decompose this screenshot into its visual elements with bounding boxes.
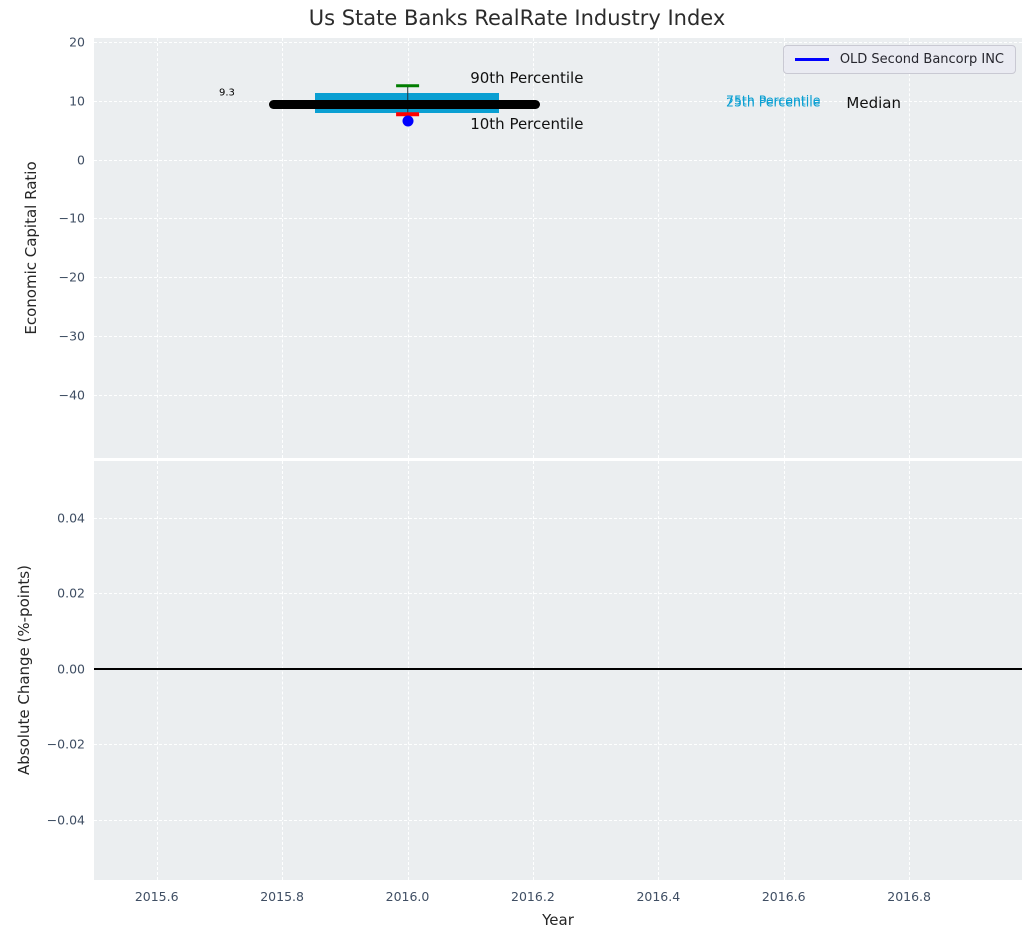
legend: OLD Second Bancorp INC xyxy=(782,45,1016,74)
x-gridline xyxy=(909,461,911,880)
y-gridline xyxy=(94,100,1022,102)
x-gridline xyxy=(658,38,660,458)
x-gridline xyxy=(783,461,785,880)
annotation-text: 9.3 xyxy=(218,87,235,99)
y-tick-label: 0.04 xyxy=(57,510,85,526)
x-tick-label: 2016.0 xyxy=(385,889,430,904)
y-gridline xyxy=(94,744,1022,746)
x-gridline xyxy=(407,38,409,458)
top-plot: OLD Second Bancorp INC 20 10 0 −10 −20 −30 −40… xyxy=(59,35,1022,458)
y-gridline xyxy=(94,394,1022,396)
y-axis-label-bottom: Absolute Change (%-points) xyxy=(15,565,33,775)
x-tick-label: 2016.4 xyxy=(636,889,681,904)
whisker-line xyxy=(406,85,409,115)
x-gridline xyxy=(658,461,660,880)
annotation-text: Median xyxy=(846,94,901,113)
y-gridline xyxy=(94,277,1022,279)
y-tick-label: −0.04 xyxy=(46,812,85,828)
x-tick-label: 2016.2 xyxy=(511,889,555,904)
p10-cap xyxy=(395,112,420,117)
annotation-text: 10th Percentile xyxy=(470,115,584,134)
bottom-plot: 2015.6 2015.8 2016.0 2016.2 2016.4 2016.6 2016… xyxy=(47,461,1022,904)
y-tick-label: −10 xyxy=(58,210,85,226)
y-gridline xyxy=(94,159,1022,161)
x-gridline xyxy=(532,38,534,458)
y-tick-label: −30 xyxy=(58,328,85,344)
x-gridline xyxy=(532,461,534,880)
annotation-text: 25th Percentile xyxy=(726,94,821,110)
y-tick-label: 0.00 xyxy=(57,661,85,677)
x-gridline xyxy=(909,38,911,458)
annotation-text: 90th Percentile xyxy=(470,68,584,87)
legend-label: OLD Second Bancorp INC xyxy=(839,52,1004,67)
x-gridline xyxy=(783,38,785,458)
x-tick-label: 2015.6 xyxy=(134,889,179,904)
y-tick-label: 10 xyxy=(69,93,85,109)
y-gridline xyxy=(94,335,1022,337)
x-tick-label: 2016.8 xyxy=(887,889,931,904)
y-tick-label: −40 xyxy=(58,387,85,403)
y-tick-label: 20 xyxy=(69,34,85,50)
y-axis-label-top: Economic Capital Ratio xyxy=(22,161,40,335)
x-gridline xyxy=(282,461,284,880)
y-gridline xyxy=(94,218,1022,220)
y-gridline xyxy=(94,517,1022,519)
x-gridline xyxy=(156,461,158,880)
y-gridline xyxy=(94,42,1022,44)
zero-line xyxy=(94,667,1022,670)
p90-cap xyxy=(395,83,420,88)
x-gridline xyxy=(282,38,284,458)
legend-line-sample xyxy=(794,58,829,61)
x-gridline xyxy=(407,461,409,880)
y-gridline xyxy=(94,593,1022,595)
x-gridline xyxy=(156,38,158,458)
y-gridline xyxy=(94,819,1022,821)
chart-title: Us State Banks RealRate Industry Index xyxy=(308,6,726,30)
median-line xyxy=(268,100,541,110)
y-tick-label: −0.02 xyxy=(46,736,85,752)
y-tick-label: 0 xyxy=(77,152,85,168)
annotation-text: 75th Percentile xyxy=(726,92,821,108)
y-tick-label: −20 xyxy=(58,269,85,285)
y-tick-label: 0.02 xyxy=(57,585,85,601)
company-point xyxy=(402,115,413,127)
x-tick-label: 2016.6 xyxy=(761,889,806,904)
x-axis-label: Year xyxy=(542,911,574,929)
x-tick-label: 2015.8 xyxy=(260,889,304,904)
